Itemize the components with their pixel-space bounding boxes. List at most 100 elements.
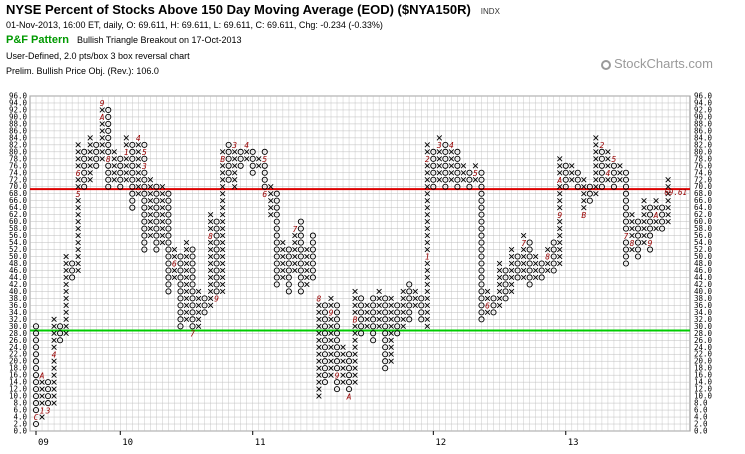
x-mark <box>424 197 431 204</box>
x-mark <box>183 281 190 288</box>
o-mark <box>57 330 64 337</box>
x-mark <box>352 372 358 378</box>
o-mark <box>406 281 413 288</box>
o-mark <box>526 253 533 260</box>
x-mark <box>388 295 394 302</box>
o-mark <box>647 232 654 239</box>
month-marker: 1 <box>124 148 129 157</box>
o-mark <box>81 148 88 155</box>
month-marker: A <box>653 211 659 220</box>
o-mark <box>333 386 341 393</box>
o-mark <box>562 183 569 190</box>
o-mark <box>129 183 136 190</box>
o-mark <box>273 239 280 246</box>
chart-title: NYSE Percent of Stocks Above 150 Day Mov… <box>6 2 500 17</box>
x-mark <box>629 232 635 239</box>
o-mark <box>81 176 88 183</box>
year-label: 13 <box>568 438 579 448</box>
x-mark <box>207 253 214 260</box>
y-tick-label-left: 50.0 <box>9 252 28 261</box>
o-mark <box>177 281 184 288</box>
o-mark <box>622 183 629 190</box>
o-mark <box>285 260 292 267</box>
x-mark <box>231 149 238 155</box>
x-mark <box>147 177 154 183</box>
o-mark <box>634 253 642 260</box>
month-marker: B <box>581 211 586 220</box>
x-mark <box>388 358 394 364</box>
ohlc-line: 01-Nov-2013, 16:00 ET, daily, O: 69.611,… <box>6 20 383 30</box>
x-mark <box>292 232 298 239</box>
x-mark <box>557 253 563 260</box>
o-mark <box>574 169 581 176</box>
o-mark <box>45 393 52 400</box>
x-mark <box>75 267 81 274</box>
x-mark <box>231 170 238 176</box>
o-mark <box>526 267 533 274</box>
o-mark <box>562 162 569 169</box>
x-mark <box>352 288 358 295</box>
x-mark <box>280 274 286 281</box>
o-mark <box>382 365 389 372</box>
o-mark <box>634 246 642 253</box>
o-mark <box>478 281 485 288</box>
o-mark <box>32 379 40 386</box>
y-tick-label-left: 74.0 <box>9 168 28 177</box>
y-tick-label-left: 84.0 <box>9 133 28 142</box>
year-label: 09 <box>38 438 49 448</box>
o-mark <box>273 211 280 218</box>
y-tick-label-right: 20.0 <box>694 357 713 366</box>
x-mark <box>123 142 130 148</box>
x-mark <box>75 239 81 246</box>
x-mark <box>171 246 178 253</box>
o-mark <box>141 197 148 204</box>
o-mark <box>659 218 666 225</box>
o-mark <box>105 169 112 176</box>
o-mark <box>442 141 449 148</box>
o-mark <box>81 169 88 176</box>
x-mark <box>641 218 647 225</box>
o-mark <box>165 267 172 274</box>
x-mark <box>520 232 527 239</box>
x-mark <box>280 260 286 267</box>
o-mark <box>346 365 353 372</box>
month-marker: 9 <box>335 371 340 380</box>
o-mark <box>129 162 136 169</box>
o-mark <box>454 183 461 190</box>
o-mark <box>647 218 654 225</box>
o-mark <box>81 183 88 190</box>
x-mark <box>316 302 322 309</box>
x-mark <box>400 288 406 295</box>
y-tick-label-left: 0.0 <box>13 427 27 436</box>
o-mark <box>478 204 485 211</box>
o-mark <box>273 281 280 288</box>
x-mark <box>400 295 406 302</box>
y-tick-label-right: 64.0 <box>694 203 713 212</box>
o-mark <box>141 239 148 246</box>
x-mark <box>544 246 551 253</box>
o-mark <box>394 330 401 337</box>
x-mark <box>340 365 346 371</box>
x-mark <box>292 253 298 260</box>
x-mark <box>219 149 226 155</box>
o-mark <box>622 239 629 246</box>
y-tick-label-left: 42.0 <box>9 280 28 289</box>
y-tick-label-left: 60.0 <box>9 217 28 226</box>
x-mark <box>508 253 515 260</box>
o-mark <box>57 323 64 330</box>
x-mark <box>219 211 226 218</box>
o-mark <box>213 239 220 246</box>
x-mark <box>219 267 226 274</box>
y-tick-label-right: 80.0 <box>694 147 713 156</box>
o-mark <box>261 148 268 155</box>
month-marker: 8 <box>317 295 322 304</box>
x-mark <box>207 267 214 274</box>
x-mark <box>508 274 515 281</box>
o-mark <box>321 365 328 372</box>
x-mark <box>87 163 93 169</box>
o-mark <box>297 281 304 288</box>
o-mark <box>141 183 148 190</box>
o-mark <box>647 225 654 232</box>
x-mark <box>135 170 142 176</box>
o-mark <box>213 225 220 232</box>
